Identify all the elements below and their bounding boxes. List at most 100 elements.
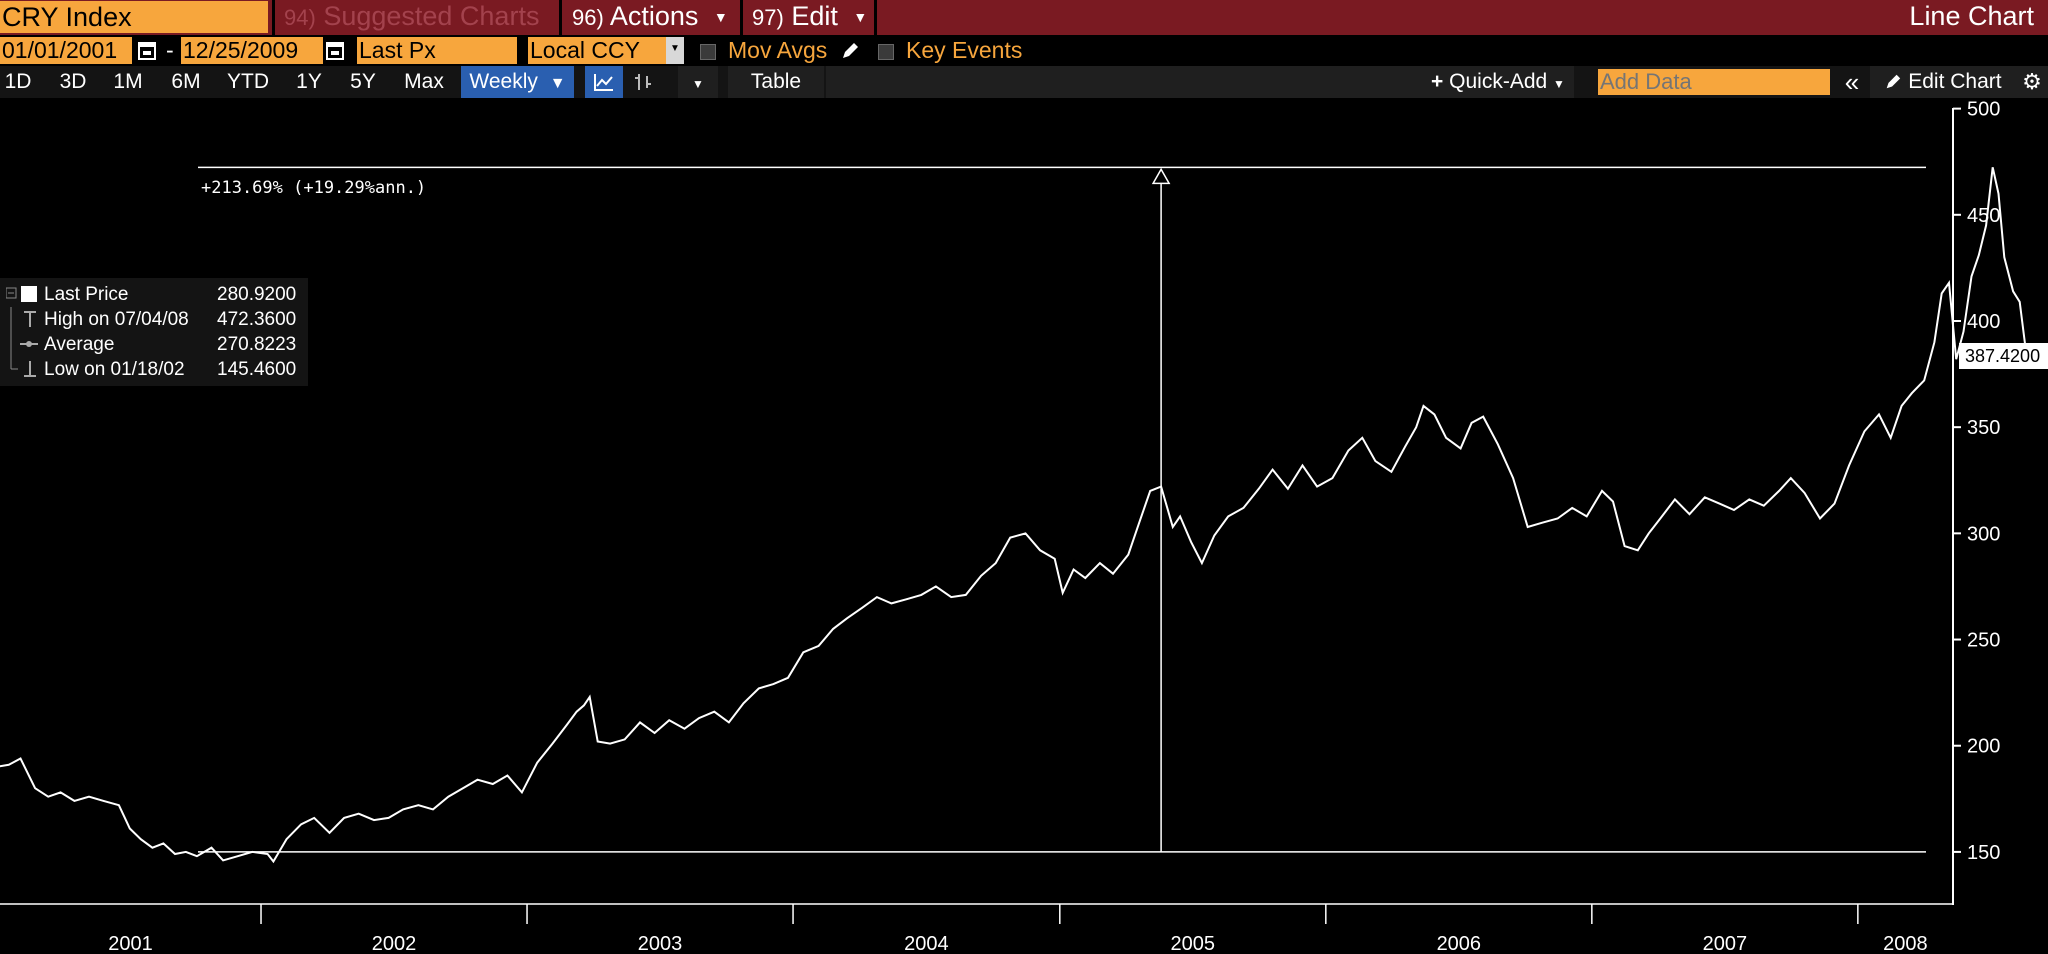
menu-separator — [740, 0, 743, 35]
actions-menu[interactable]: 96) Actions ▼ — [572, 0, 728, 35]
caret-down-icon: ▼ — [692, 77, 704, 91]
toolbar-spacer — [826, 66, 1422, 98]
x-tick-label: 2003 — [638, 933, 683, 954]
calendar-icon[interactable] — [325, 39, 345, 61]
performance-annotation: +213.69% (+19.29%ann.) — [201, 178, 427, 198]
key-events-checkbox[interactable] — [878, 44, 894, 60]
caret-down-icon: ▼ — [853, 9, 868, 26]
edit-chart-button[interactable]: Edit Chart — [1870, 66, 2016, 98]
price-series-line[interactable] — [0, 167, 2027, 864]
chart-mode-dropdown[interactable]: ▼ — [678, 66, 718, 98]
edit-chart-label: Edit Chart — [1908, 70, 2002, 93]
frequency-selector[interactable]: Weekly ▼ — [461, 66, 574, 98]
period-button[interactable]: 1D — [4, 70, 32, 93]
ohlc-bars-icon — [635, 74, 651, 90]
x-tick-label: 2006 — [1437, 933, 1482, 954]
quick-add-label: Quick-Add — [1449, 70, 1548, 93]
edit-menu[interactable]: 97) Edit ▼ — [752, 0, 867, 35]
x-axis: 2001 2002 2003 2004 2005 2006 2007 2008 — [0, 903, 1953, 954]
last-value-badge: 387.4200 — [1959, 343, 2048, 369]
y-tick-label: 200 — [1967, 736, 2000, 758]
security-ticker-field[interactable]: CRY Index — [0, 1, 268, 33]
currency-dropdown-button[interactable]: ▼ — [666, 37, 684, 64]
chart-legend[interactable]: Last Price 280.9200 High on 07/04/08 472… — [0, 278, 308, 386]
legend-value: 280.9200 — [217, 284, 297, 305]
collapse-left-icon[interactable]: « — [1844, 67, 1860, 97]
quick-add-button[interactable]: + Quick-Add ▼ — [1422, 66, 1574, 98]
period-button[interactable]: YTD — [227, 70, 269, 93]
x-tick-label: 2002 — [372, 933, 417, 954]
mov-avgs-checkbox[interactable] — [700, 44, 716, 60]
period-button[interactable]: 3D — [59, 70, 87, 93]
caret-down-icon: ▼ — [1553, 77, 1565, 91]
menu-label: Suggested Charts — [323, 1, 540, 31]
menu-number: 94) — [284, 5, 316, 30]
menu-number: 97) — [752, 5, 784, 30]
x-tick-label: 2008 — [1883, 933, 1928, 954]
end-date-field[interactable]: 12/25/2009 — [181, 37, 323, 64]
legend-value: 145.4600 — [217, 359, 297, 380]
low-marker-icon — [10, 357, 36, 377]
high-marker-icon — [10, 307, 36, 332]
currency-selector[interactable]: Local CCY — [528, 37, 666, 64]
pencil-icon[interactable] — [840, 41, 860, 61]
date-separator: - — [166, 37, 174, 63]
y-tick-label: 300 — [1967, 523, 2000, 545]
price-field-selector[interactable]: Last Px — [357, 37, 517, 64]
y-tick-label: 450 — [1967, 205, 2000, 227]
top-menu-bar: CRY Index 94) Suggested Charts 96) Actio… — [0, 0, 2048, 35]
table-button[interactable]: Table — [728, 66, 824, 98]
gear-icon[interactable]: ⚙ — [2016, 66, 2048, 98]
y-tick-label: 350 — [1967, 417, 2000, 439]
x-tick-label: 2007 — [1703, 933, 1748, 954]
legend-swatch-icon — [6, 286, 37, 302]
legend-row-low: Low on 01/18/02 145.4600 — [0, 357, 308, 382]
start-date-field[interactable]: 01/01/2001 — [0, 37, 132, 64]
menu-separator — [559, 0, 562, 35]
arrowhead-icon — [1151, 167, 1171, 185]
legend-row-last-price[interactable]: Last Price 280.9200 — [0, 282, 308, 307]
bar-chart-mode-button[interactable] — [627, 66, 659, 98]
menu-separator — [874, 0, 877, 35]
chart-type-title: Line Chart — [1909, 1, 2034, 31]
y-tick-label: 500 — [1967, 99, 2000, 121]
legend-label: Last Price — [44, 284, 129, 305]
caret-down-icon: ▼ — [713, 9, 728, 26]
y-axis: 150 200 250 300 350 400 450 500 — [1952, 99, 2000, 905]
plus-icon: + — [1431, 70, 1444, 93]
period-button[interactable]: 1M — [113, 70, 143, 93]
menu-label: Edit — [791, 1, 838, 31]
line-chart-mode-button[interactable] — [585, 66, 623, 98]
menu-label: Actions — [609, 1, 699, 31]
menu-number: 96) — [572, 5, 604, 30]
y-tick-label: 400 — [1967, 311, 2000, 333]
chart-annotations — [198, 166, 1926, 853]
calendar-icon[interactable] — [137, 39, 157, 61]
frequency-label: Weekly — [469, 70, 538, 93]
key-events-label[interactable]: Key Events — [906, 37, 1023, 63]
legend-label: Average — [44, 334, 115, 355]
period-button[interactable]: Max — [404, 70, 444, 93]
average-marker-icon — [10, 332, 38, 357]
x-tick-label: 2005 — [1171, 933, 1216, 954]
suggested-charts-menu[interactable]: 94) Suggested Charts — [284, 0, 539, 35]
legend-value: 270.8223 — [217, 334, 297, 355]
x-tick-label: 2004 — [904, 933, 949, 954]
legend-row-average: Average 270.8223 — [0, 332, 308, 357]
legend-label: High on 07/04/08 — [44, 309, 189, 330]
date-range-bar: 01/01/2001 - 12/25/2009 Last Px Local CC… — [0, 35, 2048, 66]
period-button[interactable]: 5Y — [350, 70, 376, 93]
x-tick-label: 2001 — [108, 933, 153, 954]
caret-down-icon: ▼ — [549, 75, 566, 92]
period-button[interactable]: 6M — [171, 70, 201, 93]
add-data-input[interactable] — [1598, 69, 1830, 95]
mov-avgs-label[interactable]: Mov Avgs — [728, 37, 828, 63]
period-button[interactable]: 1Y — [296, 70, 322, 93]
chart-toolbar: 1D 3D 1M 6M YTD 1Y 5Y Max Weekly ▼ ▼ Table + Qu… — [0, 66, 2048, 98]
pencil-icon — [1887, 75, 1901, 89]
caret-down-icon: ▼ — [670, 43, 680, 54]
legend-row-high: High on 07/04/08 472.3600 — [0, 307, 308, 332]
menu-separator — [272, 0, 275, 35]
line-chart-icon — [594, 74, 613, 91]
